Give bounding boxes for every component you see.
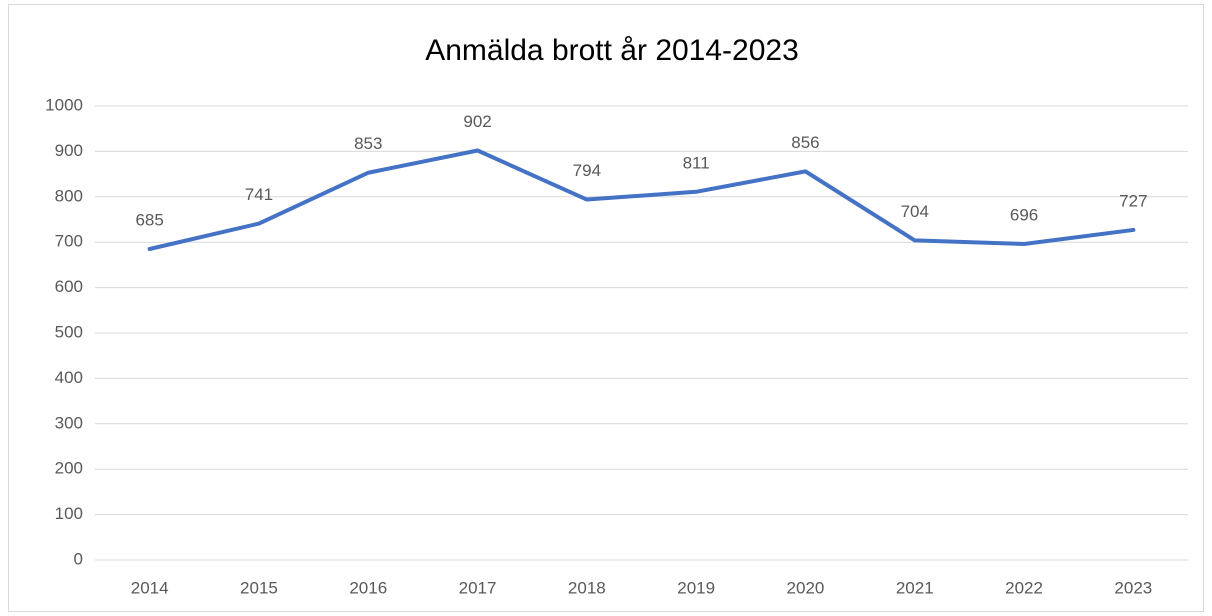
chart-border	[8, 4, 1204, 612]
y-tick-label: 200	[55, 459, 83, 478]
x-tick-label: 2014	[131, 578, 169, 597]
y-tick-label: 900	[55, 141, 83, 160]
data-label: 727	[1119, 191, 1147, 210]
data-label: 741	[245, 185, 273, 204]
y-tick-label: 500	[55, 322, 83, 341]
x-tick-label: 2022	[1005, 578, 1043, 597]
x-tick-label: 2017	[459, 578, 497, 597]
y-tick-label: 800	[55, 186, 83, 205]
data-label: 902	[463, 112, 491, 131]
data-label: 704	[901, 202, 929, 221]
y-tick-label: 700	[55, 232, 83, 251]
data-label: 696	[1010, 206, 1038, 225]
y-tick-label: 400	[55, 368, 83, 387]
chart-title: Anmälda brott år 2014-2023	[425, 34, 799, 67]
y-tick-label: 300	[55, 413, 83, 432]
x-tick-label: 2021	[896, 578, 934, 597]
y-tick-label: 100	[55, 504, 83, 523]
data-label: 811	[683, 153, 710, 172]
y-tick-label: 0	[74, 549, 83, 568]
x-tick-label: 2015	[240, 578, 278, 597]
x-tick-label: 2020	[787, 578, 825, 597]
data-label: 685	[135, 210, 163, 229]
data-line	[147, 148, 1136, 252]
data-label: 856	[791, 133, 819, 152]
x-tick-label: 2016	[349, 578, 387, 597]
x-tick-label: 2018	[568, 578, 606, 597]
x-tick-label: 2023	[1114, 578, 1152, 597]
data-label: 794	[573, 161, 601, 180]
y-tick-label: 1000	[45, 95, 83, 114]
data-label: 853	[354, 134, 382, 153]
y-tick-label: 600	[55, 277, 83, 296]
x-tick-label: 2019	[677, 578, 715, 597]
